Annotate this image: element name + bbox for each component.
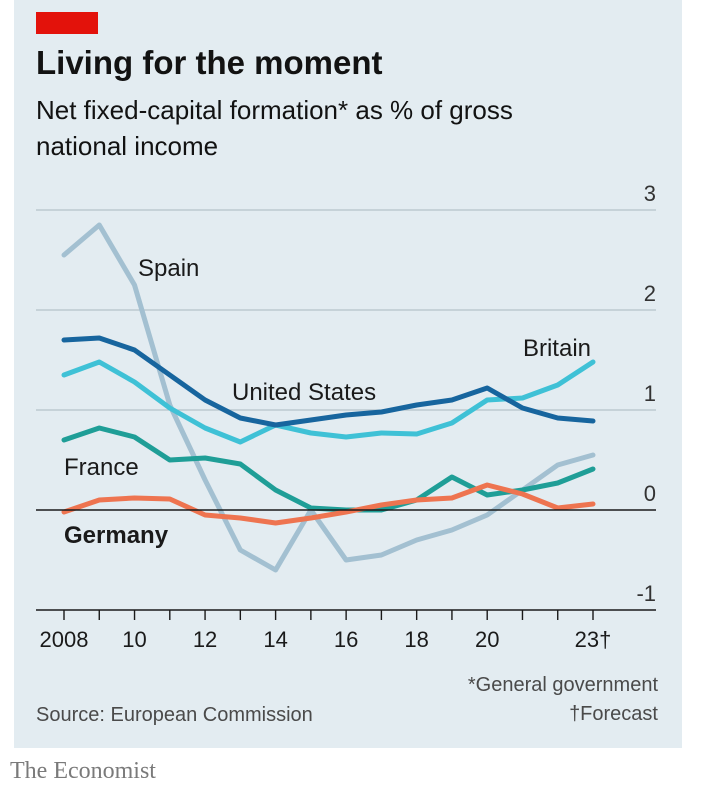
series-label-britain: Britain <box>523 335 591 362</box>
series-line-united-states <box>61 335 596 428</box>
y-tick-label: 2 <box>644 281 656 306</box>
brand-accent-bar <box>36 12 98 34</box>
footnote-general-government: *General government <box>467 674 658 696</box>
x-tick-label: 12 <box>193 627 217 652</box>
series-line-france <box>61 425 596 513</box>
x-tick-label: 10 <box>122 627 146 652</box>
y-tick-label: 0 <box>644 481 656 506</box>
chart-title: Living for the moment <box>36 44 383 81</box>
x-tick-label: 16 <box>334 627 358 652</box>
series-line-spain <box>61 222 596 573</box>
x-tick-label: 14 <box>263 627 287 652</box>
y-tick-label: 3 <box>644 181 656 206</box>
y-tick-label: 1 <box>644 381 656 406</box>
series-line-germany <box>61 482 596 526</box>
chart-subtitle: Net fixed-capital formation* as % of gro… <box>36 95 513 161</box>
x-tick-label: 2008 <box>40 627 89 652</box>
economist-logo: The Economist <box>10 758 156 784</box>
series-label-united-states: United States <box>232 379 376 406</box>
source-note: Source: European Commission <box>36 704 313 726</box>
series-label-germany: Germany <box>64 522 169 549</box>
x-tick-label: 18 <box>404 627 428 652</box>
series-label-spain: Spain <box>138 255 199 282</box>
x-tick-label: 20 <box>475 627 499 652</box>
footnote-forecast: †Forecast <box>569 703 658 725</box>
series-label-france: France <box>64 454 139 481</box>
x-tick-label: 23† <box>575 627 612 652</box>
y-tick-label: -1 <box>636 581 656 606</box>
